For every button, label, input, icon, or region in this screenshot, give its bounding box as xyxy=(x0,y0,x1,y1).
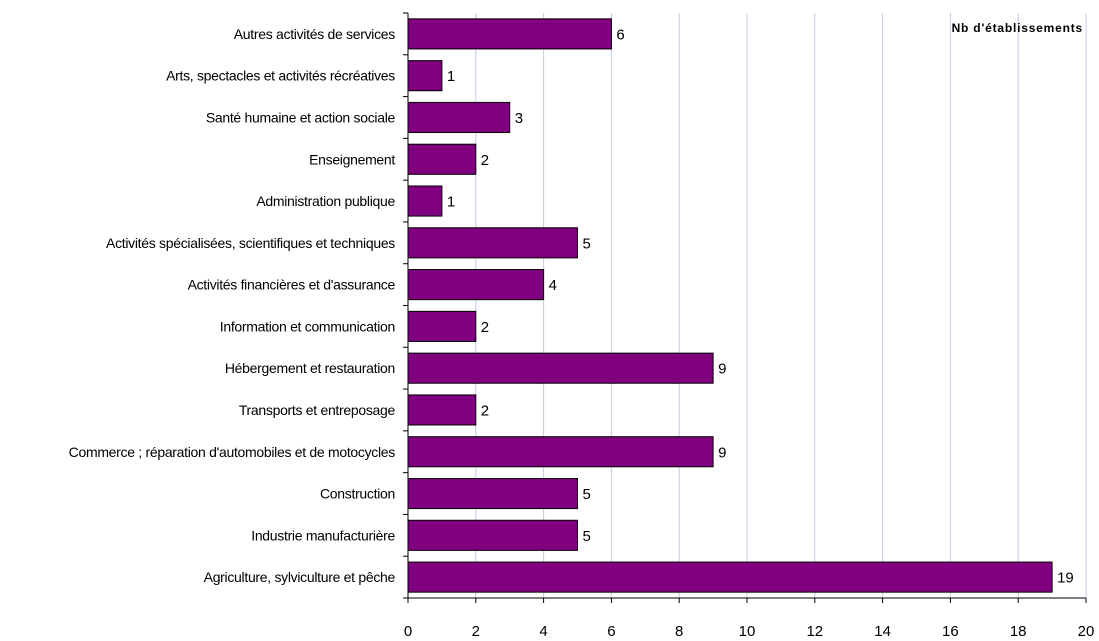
x-tick-label: 0 xyxy=(404,623,412,640)
category-label: Transports et entreposage xyxy=(239,402,396,418)
data-label: 6 xyxy=(616,26,624,43)
x-tick-label: 2 xyxy=(472,623,480,640)
category-label: Information et communication xyxy=(220,318,395,334)
bar xyxy=(407,60,443,92)
bar xyxy=(407,227,578,259)
x-tick-label: 14 xyxy=(874,623,891,640)
data-labels: 6 1 3 2 1 5 4 2 9 2 9 5 5 19 xyxy=(447,26,1074,586)
bar xyxy=(407,143,477,175)
bar xyxy=(407,101,511,134)
x-tick-label: 20 xyxy=(1078,623,1095,640)
bars xyxy=(407,18,1053,593)
x-tick-label: 8 xyxy=(675,623,683,640)
category-labels: Autres activités de services Arts, specta… xyxy=(69,26,396,585)
category-label: Construction xyxy=(320,486,395,502)
category-label: Industrie manufacturière xyxy=(251,527,395,543)
data-label: 5 xyxy=(583,486,591,503)
data-label: 1 xyxy=(447,194,455,211)
x-tick-label: 10 xyxy=(739,623,756,640)
bar xyxy=(407,352,714,384)
category-label: Santé humaine et action sociale xyxy=(206,109,396,125)
category-label: Arts, spectacles et activités récréative… xyxy=(166,68,395,84)
category-label: Autres activités de services xyxy=(234,26,396,42)
category-label: Activités spécialisées, scientifiques et… xyxy=(106,235,395,251)
data-label: 9 xyxy=(718,361,726,378)
data-label: 2 xyxy=(481,152,489,169)
x-tick-label: 4 xyxy=(539,623,547,640)
category-label: Commerce ; réparation d'automobiles et d… xyxy=(69,444,396,460)
bar xyxy=(407,436,714,468)
data-label: 2 xyxy=(481,402,489,419)
category-label: Enseignement xyxy=(309,151,395,167)
grid-lines xyxy=(475,13,1087,598)
axes xyxy=(403,12,1087,603)
x-tick-label: 12 xyxy=(806,623,823,640)
category-label: Agriculture, sylviculture et pêche xyxy=(204,569,396,585)
category-label: Hébergement et restauration xyxy=(225,360,395,376)
data-label: 9 xyxy=(718,444,726,461)
bar xyxy=(407,561,1053,593)
category-label: Administration publique xyxy=(256,193,395,209)
bar xyxy=(407,18,612,50)
data-label: 5 xyxy=(583,528,591,545)
x-tick-label: 16 xyxy=(942,623,959,640)
data-label: 5 xyxy=(583,235,591,252)
bar xyxy=(407,519,578,551)
data-label: 4 xyxy=(549,277,557,294)
data-label: 2 xyxy=(481,319,489,336)
bar xyxy=(407,185,443,217)
data-label: 3 xyxy=(515,110,523,127)
x-tick-label: 6 xyxy=(607,623,615,640)
bar xyxy=(407,477,578,510)
bar xyxy=(407,394,477,426)
bar xyxy=(407,269,545,301)
x-tick-label: 18 xyxy=(1010,623,1027,640)
data-label: 19 xyxy=(1057,570,1074,587)
data-label: 1 xyxy=(447,68,455,85)
x-tick-labels: 0 2 4 6 8 10 12 14 16 18 20 xyxy=(404,623,1095,640)
bar xyxy=(407,310,477,342)
legend-series-label: Nb d'établissements xyxy=(952,21,1083,35)
category-label: Activités financières et d'assurance xyxy=(188,277,396,293)
